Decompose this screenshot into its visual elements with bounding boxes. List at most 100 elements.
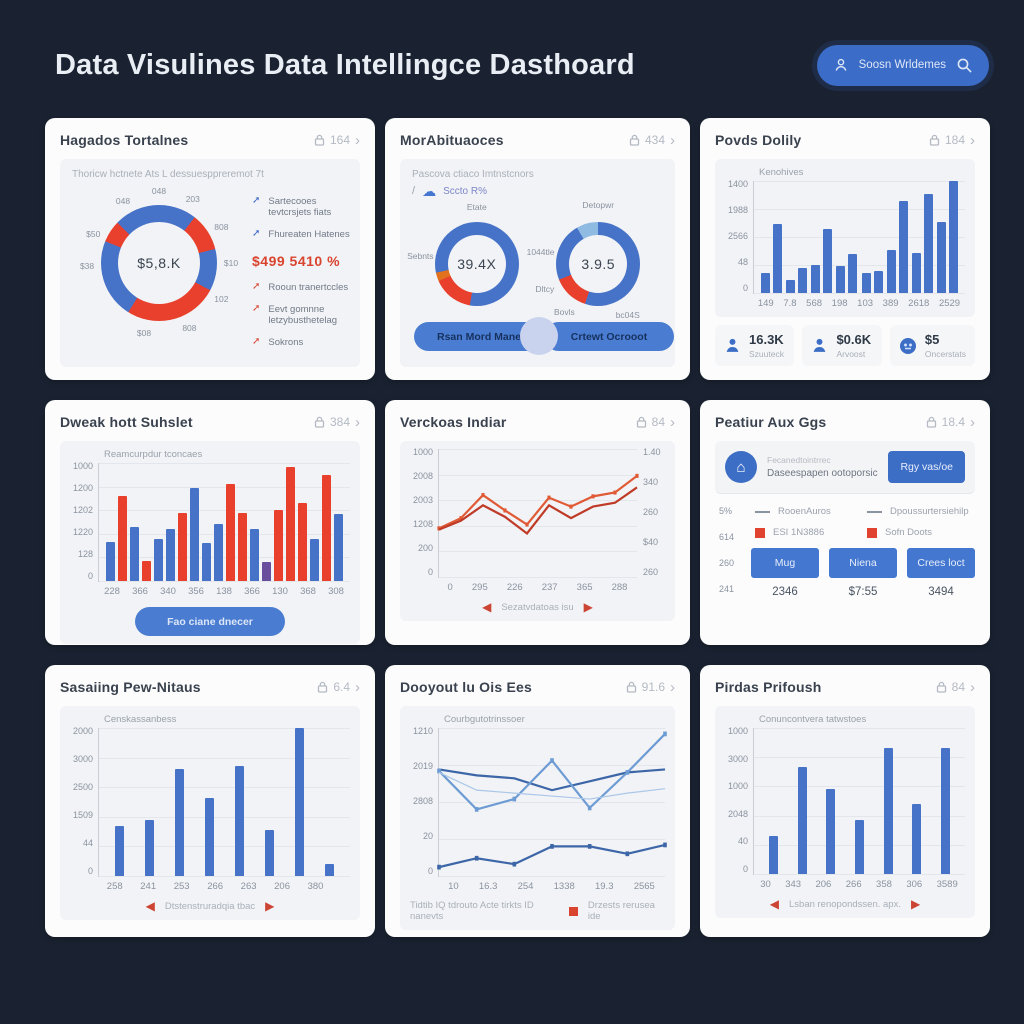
card-title: Pirdas Prifoush [715, 679, 822, 695]
bar-chart: Reamcurpdur tconcaes 1000 1200 1202 1220 128 0… [70, 449, 350, 597]
chevron-right-icon[interactable]: › [670, 413, 675, 431]
next-icon[interactable]: ▶ [910, 897, 921, 911]
prev-icon[interactable]: ◀ [145, 899, 155, 913]
card-meta: 434 › [629, 133, 675, 148]
lock-icon [318, 681, 328, 693]
card-subtitle: Thoricw hctnete Ats L dessuesppreremot 7… [72, 169, 264, 180]
chevron-right-icon[interactable]: › [670, 678, 675, 696]
legend-item: ESI 1N3886 [755, 527, 859, 538]
footer-caption: Dtstenstruradqia tbac [164, 900, 256, 912]
lock-icon [929, 134, 940, 146]
lock-icon [629, 134, 640, 146]
card-title: Verckoas Indiar [400, 414, 507, 430]
legend-item: ➚ Sokrons [252, 336, 304, 349]
chevron-right-icon[interactable]: › [355, 131, 360, 149]
legend-item: ➚ Rooun tranertccles [252, 281, 349, 294]
card-morab: MorAbituaoces 434 › Pascova ctiaco Imtns… [385, 118, 690, 380]
lock-icon [636, 416, 646, 428]
bar-chart: Censkassanbess 2000 3000 2500 1509 44 0 258 241 2… [70, 714, 350, 892]
scoto-row: / ☁ Sccto R% [412, 184, 665, 198]
secondary-button-label: Crtewt Ocrooot [570, 330, 648, 343]
search-label: Soosn Wrldemes [858, 59, 946, 71]
legend-item: Dpoussurtersiehilp [867, 506, 971, 517]
chevron-right-icon[interactable]: › [355, 413, 360, 431]
strip-main-text: Daseespapen ootoporsicenapet u crioson [767, 468, 878, 479]
action-button-niena[interactable]: Niena [829, 548, 897, 578]
line-chart: Courbgutotrinssoer 1210 2019 2808 20 0 10 16.3 2… [410, 714, 665, 892]
prev-icon[interactable]: ◀ [769, 897, 779, 911]
prev-icon[interactable]: ◀ [482, 600, 492, 614]
legend-item: ➚ Eevt gomnne letzybusthetelag [252, 303, 338, 327]
card-dooyout: Dooyout lu Ois Ees 91.6 › Courbgutotrins… [385, 665, 690, 937]
user-icon [835, 58, 847, 71]
meta-count: 91.6 [641, 680, 665, 694]
square-icon [569, 906, 578, 916]
highlight-value: $499 5410 % [252, 253, 341, 269]
next-icon[interactable]: ▶ [583, 600, 593, 614]
chevron-right-icon[interactable]: › [970, 413, 975, 431]
card-meta: 164 › [314, 133, 360, 148]
square-icon [755, 527, 765, 538]
strip-button[interactable]: Rgy vas/oe [888, 451, 965, 483]
card-meta: 18.4 › [926, 415, 975, 430]
card-peatiur: Peatiur Aux Ggs 18.4 › ⌂ Fecanedtointrre… [700, 400, 990, 645]
chevron-right-icon[interactable]: › [970, 131, 975, 149]
card-meta: 6.4 › [317, 680, 360, 695]
chevron-right-icon[interactable]: › [670, 131, 675, 149]
arrow-up-icon: ➚ [252, 228, 261, 239]
stat-tile: $0.6K Arvoost [802, 325, 882, 366]
legend-item: ➚ Fhureaten Hatenes [252, 228, 350, 241]
lock-icon [314, 416, 325, 428]
next-icon[interactable]: ▶ [265, 899, 275, 913]
meta-count: 6.4 [333, 680, 350, 694]
action-button-mug[interactable]: Mug [751, 548, 819, 578]
cloud-icon: ☁ [422, 183, 437, 199]
card-title: Dweak hott Suhslet [60, 414, 193, 430]
card-meta: 91.6 › [626, 680, 675, 695]
line-chart: 1000 2008 2003 1208 200 0 1.40 340 260 $40 260 0 295… [412, 447, 661, 594]
secondary-button[interactable]: Crtewt Ocrooot [520, 317, 674, 355]
meta-count: 434 [644, 133, 665, 147]
meta-count: 164 [329, 133, 350, 147]
mini-axis: 5% 614 260 241 [719, 506, 735, 594]
action-button[interactable]: Fao ciane dnecer [135, 607, 285, 636]
footer-caption: Lsban renopondssen. apx. [789, 898, 901, 910]
square-icon [867, 527, 877, 538]
lock-icon [926, 416, 936, 428]
legend-item: Sofn Doots [867, 527, 971, 538]
card-meta: 84 › [936, 680, 975, 695]
card-sasaiing: Sasaiing Pew-Nitaus 6.4 › Censkassanbess… [45, 665, 375, 937]
legend: RooenAuros Dpoussurtersiehilp ESI 1N3886… [751, 504, 975, 548]
card-title: Sasaiing Pew-Nitaus [60, 679, 201, 695]
bar-chart: Kenohives 1400 1988 2566 48 0 149 7.8 568 198 103 3… [725, 167, 965, 309]
chevron-right-icon[interactable]: › [970, 678, 975, 696]
home-icon: ⌂ [725, 451, 757, 483]
card-title: Povds Dolily [715, 132, 802, 148]
card-dweak: Dweak hott Suhslet 384 › Reamcurpdur tco… [45, 400, 375, 645]
search-button[interactable]: Soosn Wrldemes [816, 44, 989, 86]
card-meta: 384 › [314, 415, 360, 430]
card-meta: 184 › [929, 133, 975, 148]
card-verckoas: Verckoas Indiar 84 › 1000 2008 2003 1208 200… [385, 400, 690, 645]
donut-chart-b: 3.9.5 Detopwr bc04S Bovls Dltcy 1044tle [526, 200, 641, 321]
card-title: Dooyout lu Ois Ees [400, 679, 532, 695]
card-title: MorAbituaoces [400, 132, 504, 148]
stat-tile: 16.3K Szuuteck [715, 325, 795, 366]
lock-icon [626, 681, 636, 693]
page-title: Data Visulines Data Intellingce Dasthoar… [55, 48, 635, 81]
decorative-circle [520, 317, 558, 355]
arrow-up-icon: ➚ [252, 281, 261, 292]
strip-small-label: Fecanedtointrrec [767, 455, 831, 465]
search-icon [957, 58, 972, 72]
dash-icon [867, 510, 882, 513]
card-povds: Povds Dolily 184 › Kenohives 1400 1988 2566… [700, 118, 990, 380]
scoto-label: Sccto R% [443, 185, 487, 197]
meta-count: 18.4 [941, 415, 965, 429]
footer-caption: Tidtib IQ tdrouto Acte tirkts ID nanevts [410, 900, 534, 922]
meta-count: 184 [944, 133, 965, 147]
arrow-up-icon: ➚ [252, 195, 261, 206]
footer-caption: Sezatvdatoas isu [501, 601, 574, 613]
header: Data Visulines Data Intellingce Dasthoar… [55, 40, 989, 90]
chevron-right-icon[interactable]: › [355, 678, 360, 696]
action-button-crees[interactable]: Crees loct [907, 548, 975, 578]
